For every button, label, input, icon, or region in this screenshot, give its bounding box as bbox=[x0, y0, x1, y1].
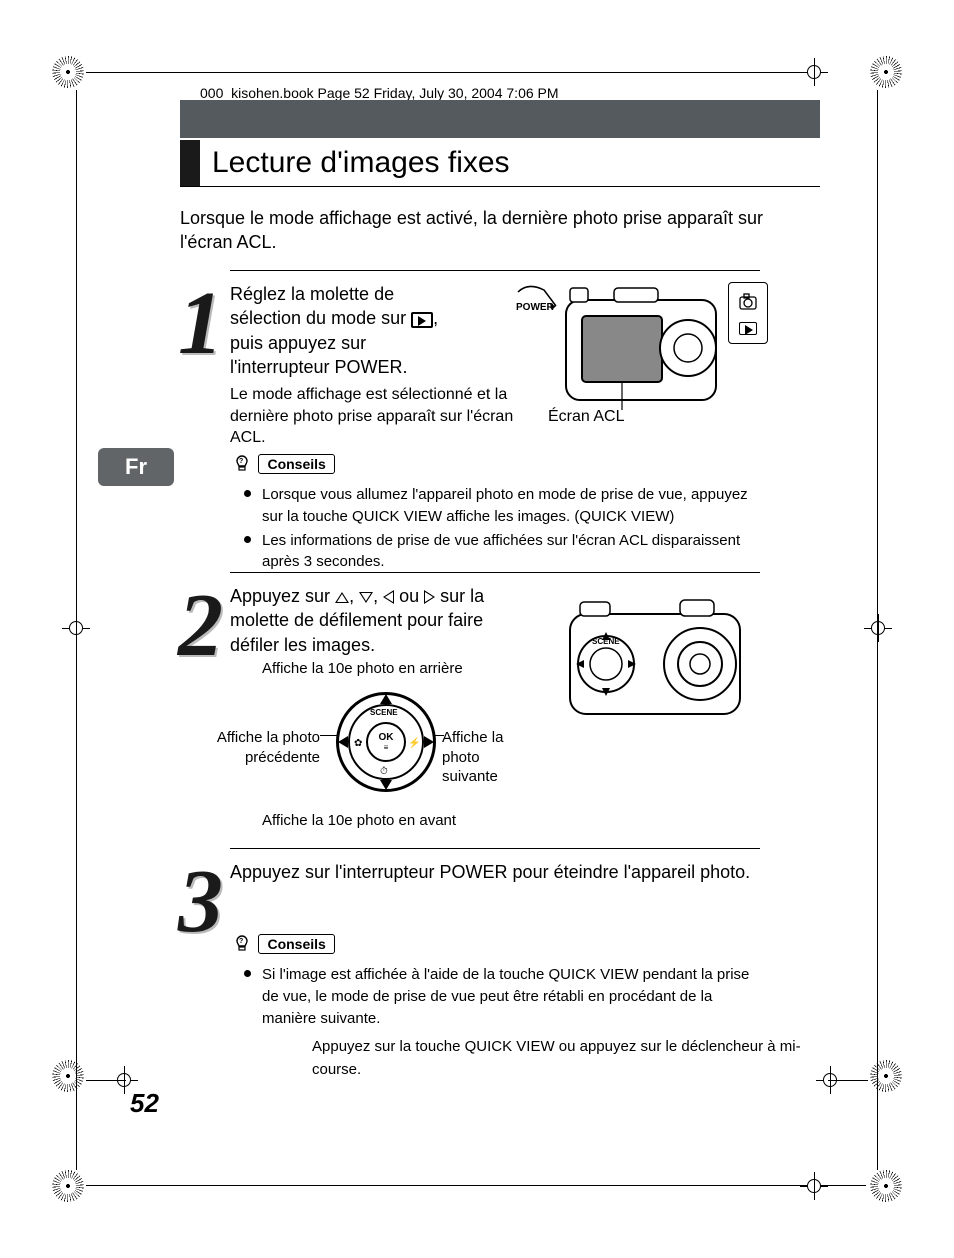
tips1-label: Conseils bbox=[258, 454, 334, 474]
tips1-item-0: Lorsque vous allumez l'appareil photo en… bbox=[244, 484, 764, 528]
camera-icon bbox=[737, 291, 759, 313]
svg-text:POWER: POWER bbox=[516, 302, 555, 313]
lcd-screen-label: Écran ACL bbox=[548, 408, 624, 426]
dial-left-label: Affiche la photo précédente bbox=[180, 728, 320, 767]
svg-text:?: ? bbox=[239, 458, 243, 465]
tips-icon-2: ? bbox=[234, 935, 250, 955]
step1-line2a: sélection du mode sur bbox=[230, 308, 411, 328]
step-number-3: 3 bbox=[178, 866, 223, 938]
s2l2: molette de défilement pour faire bbox=[230, 610, 483, 630]
tips1-list: Lorsque vous allumez l'appareil photo en… bbox=[244, 484, 764, 575]
step1-instruction: Réglez la molette de sélection du mode s… bbox=[230, 282, 510, 379]
svg-text:⏱: ⏱ bbox=[380, 766, 388, 777]
title-underline bbox=[180, 186, 820, 187]
s2b: , bbox=[349, 586, 359, 606]
step3-instruction: Appuyez sur l'interrupteur POWER pour ét… bbox=[230, 860, 760, 884]
playback-mode-icon bbox=[411, 312, 433, 328]
dial-line-left bbox=[320, 735, 338, 736]
svg-text:✿: ✿ bbox=[354, 738, 362, 749]
print-header: 000_kisohen.book Page 52 Friday, July 30… bbox=[200, 85, 559, 101]
s2c: , bbox=[373, 586, 383, 606]
camera-illustration-2: SCENE bbox=[560, 596, 760, 726]
step-number-2: 2 bbox=[178, 590, 223, 662]
svg-text:?: ? bbox=[239, 938, 243, 945]
step1-rule bbox=[230, 270, 760, 271]
dr2: photo bbox=[442, 749, 480, 766]
language-tab: Fr bbox=[98, 448, 174, 486]
dl1: Affiche la photo bbox=[217, 729, 320, 746]
dl2: précédente bbox=[245, 749, 320, 766]
dr3: suivante bbox=[442, 768, 498, 785]
step1-line4: l'interrupteur POWER. bbox=[230, 357, 408, 377]
header-dark-bar bbox=[180, 100, 820, 138]
svg-text:⚡: ⚡ bbox=[408, 736, 420, 749]
step3-rule bbox=[230, 848, 760, 849]
tips2-list: Si l'image est affichée à l'aide de la t… bbox=[244, 964, 764, 1031]
tips1-item-1: Les informations de prise de vue affiché… bbox=[244, 530, 764, 574]
tips-icon: ? bbox=[234, 455, 250, 475]
tips2-label: Conseils bbox=[258, 934, 334, 954]
step1-line1: Réglez la molette de bbox=[230, 284, 394, 304]
step1-line3: puis appuyez sur bbox=[230, 333, 366, 353]
dial-top-label: Affiche la 10e photo en arrière bbox=[262, 660, 463, 677]
arrow-down-icon bbox=[359, 592, 373, 603]
page-title: Lecture d'images fixes bbox=[212, 146, 510, 180]
page-number: 52 bbox=[130, 1088, 159, 1119]
tips2-item-0: Si l'image est affichée à l'aide de la t… bbox=[244, 964, 764, 1029]
tips2-sub: Appuyez sur la touche QUICK VIEW ou appu… bbox=[312, 1036, 802, 1081]
s2a: Appuyez sur bbox=[230, 586, 335, 606]
arrow-left-icon bbox=[383, 590, 394, 604]
s2d: ou bbox=[394, 586, 424, 606]
dial-line-right bbox=[434, 735, 444, 736]
step1-line2b: , bbox=[433, 308, 438, 328]
scroll-dial: OK≡ SCENE ✿ ⚡ ⏱ bbox=[336, 692, 436, 792]
step-number-1: 1 bbox=[178, 288, 223, 360]
dial-bottom-label: Affiche la 10e photo en avant bbox=[262, 812, 456, 829]
step2-rule bbox=[230, 572, 760, 573]
s2l3: défiler les images. bbox=[230, 635, 375, 655]
arrow-right-icon bbox=[424, 590, 435, 604]
mode-dial-inset bbox=[728, 282, 768, 344]
playback-icon-small bbox=[739, 322, 757, 335]
step1-note: Le mode affichage est sélectionné et la … bbox=[230, 384, 520, 449]
page-title-block: Lecture d'images fixes bbox=[180, 140, 510, 186]
tips2-block: ? Conseils bbox=[234, 934, 335, 955]
tips1-block: ? Conseils bbox=[234, 454, 335, 475]
s2e: sur la bbox=[435, 586, 484, 606]
dial-right-label: Affiche la photo suivante bbox=[442, 728, 503, 787]
dr1: Affiche la bbox=[442, 729, 503, 746]
intro-text: Lorsque le mode affichage est activé, la… bbox=[180, 206, 820, 255]
arrow-up-icon bbox=[335, 592, 349, 603]
step2-instruction: Appuyez sur , , ou sur la molette de déf… bbox=[230, 584, 560, 657]
camera-illustration-1: POWER bbox=[508, 282, 768, 422]
